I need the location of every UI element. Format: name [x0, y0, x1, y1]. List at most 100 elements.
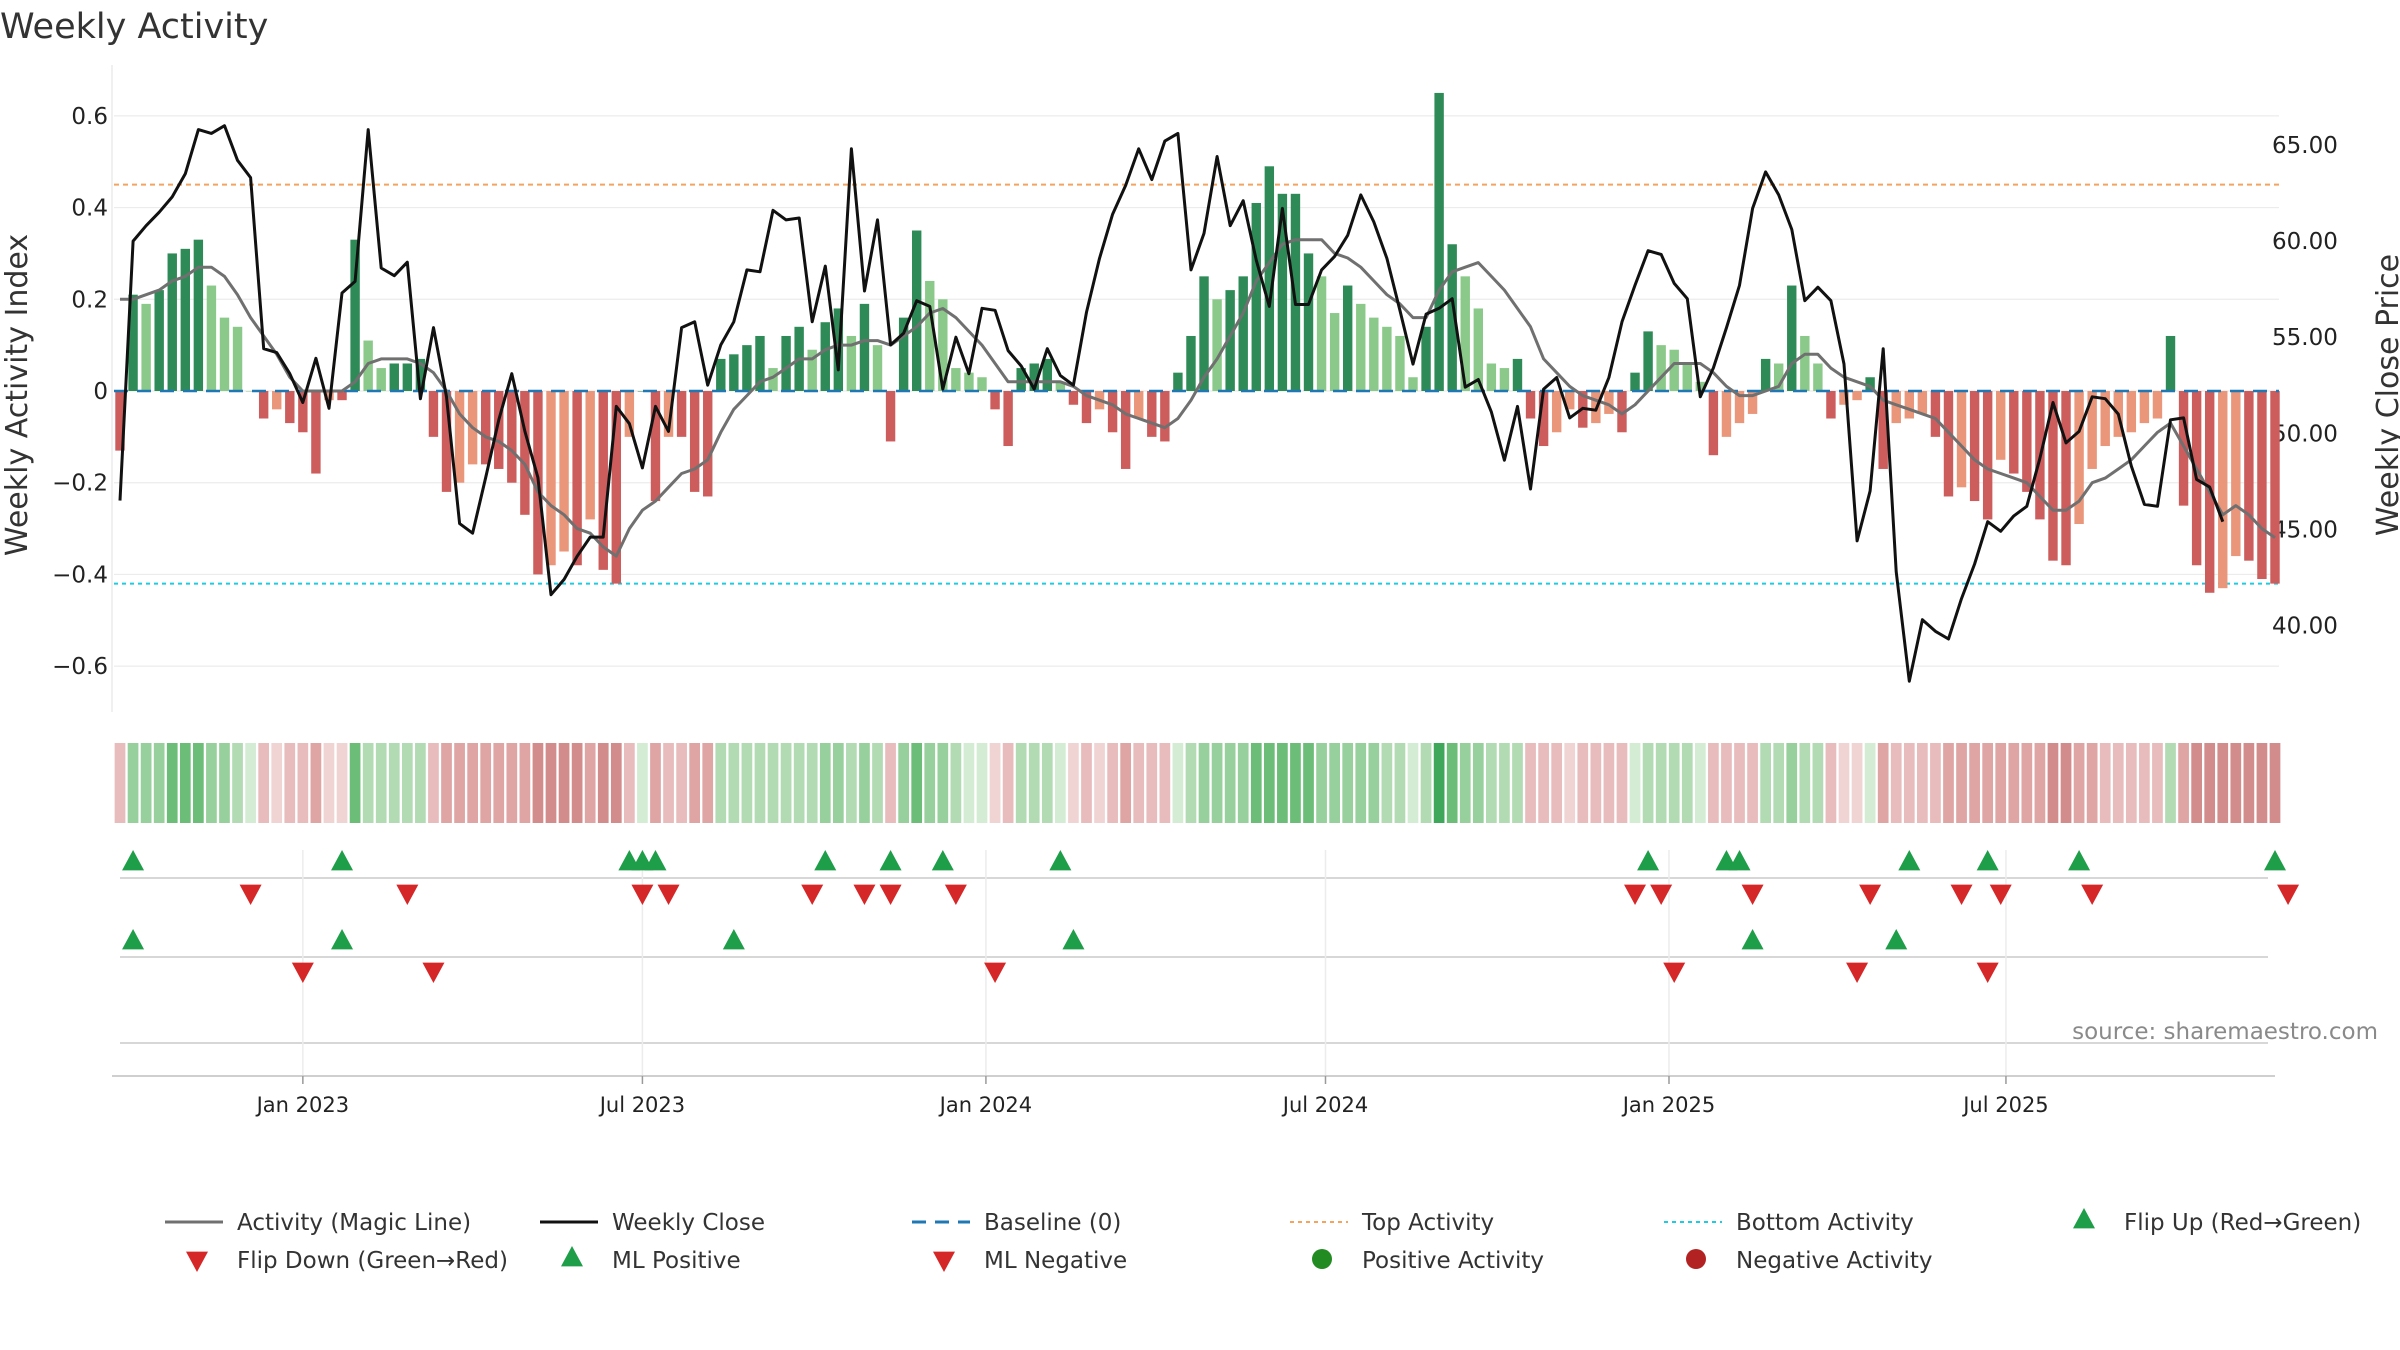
heat-cell: [1786, 743, 1798, 823]
heat-cell: [532, 743, 544, 823]
heat-cell: [1655, 743, 1667, 823]
heat-cell: [780, 743, 792, 823]
activity-bar: [585, 391, 595, 520]
heat-cell: [467, 743, 478, 823]
heat-cell: [1394, 743, 1406, 823]
heat-cell: [1760, 743, 1771, 823]
activity-bar: [376, 368, 386, 391]
heat-cell: [1433, 743, 1445, 823]
activity-bar: [925, 280, 935, 391]
heat-cell: [1681, 743, 1693, 823]
activity-bar: [337, 391, 347, 401]
heat-cell: [166, 743, 178, 823]
activity-bar: [1982, 391, 1993, 520]
heat-cell: [1342, 743, 1354, 823]
heat-cell: [597, 743, 609, 823]
activity-bar: [1486, 363, 1497, 391]
activity-bar: [258, 391, 269, 419]
heat-cell: [1969, 743, 1980, 823]
ml-positive-marker: [1885, 929, 1908, 950]
heat-cell: [1055, 743, 1066, 823]
heat-cell: [832, 743, 844, 823]
legend: Activity (Magic Line) Weekly Close Baselin…: [165, 1208, 2361, 1274]
heat-cell: [846, 743, 857, 823]
heat-cell: [2139, 743, 2150, 823]
activity-bar: [1081, 391, 1092, 424]
activity-bar: [1225, 290, 1235, 391]
y-right-tick-label: 45.00: [2272, 517, 2338, 543]
legend-label: Flip Up (Red→Green): [2124, 1210, 2361, 1236]
activity-bar: [1878, 391, 1888, 469]
activity-bar: [1943, 391, 1954, 497]
ml-positive-marker: [722, 929, 745, 950]
flip-up-marker: [1728, 850, 1751, 871]
heat-cell: [297, 743, 309, 823]
heat-cell: [1773, 743, 1785, 823]
activity-bar: [2100, 391, 2110, 447]
x-tick-label: Jul 2024: [1281, 1093, 1368, 1117]
activity-bar: [1342, 285, 1353, 391]
activity-bar: [1865, 377, 1875, 391]
activity-bar: [598, 391, 608, 570]
heat-cell: [1211, 743, 1223, 823]
flip-up-marker: [2068, 850, 2091, 871]
heat-cell: [2060, 743, 2072, 823]
heat-cell: [1838, 743, 1850, 823]
heat-cell: [976, 743, 988, 823]
heat-cell: [2269, 743, 2281, 823]
activity-bar: [689, 391, 700, 492]
activity-bar: [311, 391, 321, 474]
activity-bar: [141, 303, 151, 391]
activity-bar: [1460, 276, 1470, 391]
activity-bar: [977, 377, 987, 391]
magic-line: [120, 238, 2276, 558]
activity-bar: [2165, 335, 2176, 391]
ml-positive-marker: [1062, 929, 1085, 950]
flip-down-marker: [631, 884, 654, 905]
activity-bar: [507, 391, 517, 483]
activity-bar: [2231, 391, 2241, 557]
activity-bar: [128, 294, 138, 391]
activity-bar: [1369, 317, 1379, 391]
heat-cell: [689, 743, 701, 823]
activity-bar: [1277, 193, 1288, 391]
activity-bar: [115, 391, 125, 451]
activity-bar: [1186, 335, 1196, 391]
activity-bar: [389, 363, 399, 391]
heat-cell: [676, 743, 687, 823]
flip-up-marker: [1976, 850, 1999, 871]
activity-bar: [1212, 299, 1222, 391]
heat-cell: [1825, 743, 1837, 823]
heat-cell: [1146, 743, 1158, 823]
heat-cell: [2191, 743, 2202, 823]
activity-bar: [1787, 285, 1797, 391]
activity-bar: [298, 391, 308, 433]
activity-bar: [559, 391, 569, 552]
heat-cell: [232, 743, 243, 823]
heat-cell: [1956, 743, 1967, 823]
activity-bar: [1538, 391, 1549, 447]
activity-bar: [872, 345, 883, 391]
heat-cell: [1081, 743, 1092, 823]
activity-bar: [768, 368, 778, 391]
legend-label: ML Negative: [984, 1248, 1127, 1274]
ml-positive-marker: [122, 929, 145, 950]
heat-cell: [2204, 743, 2216, 823]
legend-item: Bottom Activity: [1664, 1210, 1914, 1236]
weekly-close-line: [118, 124, 2225, 683]
heat-cell: [206, 743, 217, 823]
activity-bar: [611, 391, 622, 584]
activity-bar: [1917, 391, 1928, 414]
heat-cell: [610, 743, 622, 823]
activity-bar: [1473, 308, 1484, 391]
heat-cell: [2112, 743, 2124, 823]
y-left-tick-label: −0.2: [52, 471, 108, 497]
activity-bar: [1800, 335, 1810, 391]
y-left-tick-label: 0.2: [71, 287, 108, 313]
activity-bar: [219, 317, 230, 391]
activity-bar: [859, 303, 870, 391]
activity-bar: [2152, 391, 2163, 419]
flip-down-marker: [879, 884, 902, 905]
activity-bar: [807, 349, 817, 391]
heat-cell: [336, 743, 348, 823]
